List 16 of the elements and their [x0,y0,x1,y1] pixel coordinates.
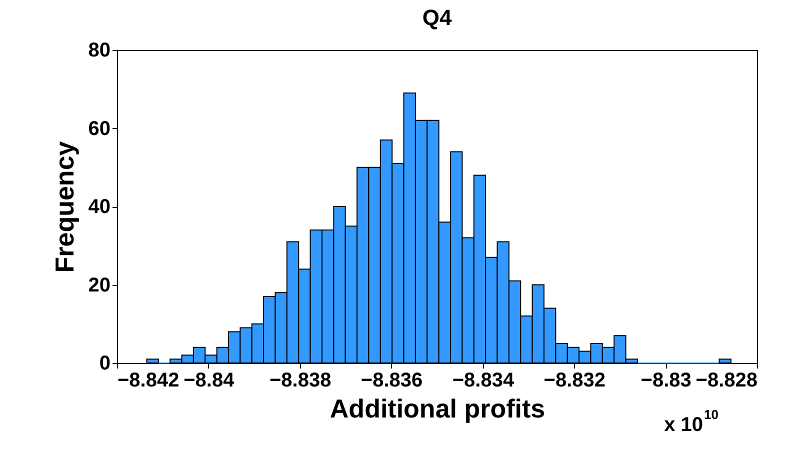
x-axis-title: Additional profits [330,394,546,424]
x-tick-label: −8.836 [360,370,423,392]
x-tick-label: −8.834 [452,370,515,392]
y-tick-label: 60 [88,118,110,140]
y-tick-label: 20 [88,274,110,296]
x-tick-label: −8.828 [696,370,758,392]
x-tick-label: −8.832 [544,370,606,392]
x-tick-label: −8.842 [118,370,180,392]
x-tick-label: −8.83 [640,370,692,392]
y-axis-title: Frequency [49,140,80,273]
y-tick-label: 0 [99,352,110,374]
chart-title: Q4 [422,5,452,30]
y-tick-label: 40 [88,196,110,218]
x-tick-label: −8.84 [184,370,236,392]
x-tick-label: −8.838 [269,370,332,392]
y-tick-label: 80 [88,40,110,62]
